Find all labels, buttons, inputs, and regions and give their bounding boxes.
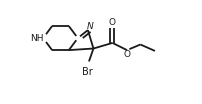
Text: O: O [123,50,130,59]
Text: N: N [87,22,94,31]
Text: NH: NH [30,34,43,43]
Text: Br: Br [82,67,93,77]
Text: O: O [109,18,116,27]
